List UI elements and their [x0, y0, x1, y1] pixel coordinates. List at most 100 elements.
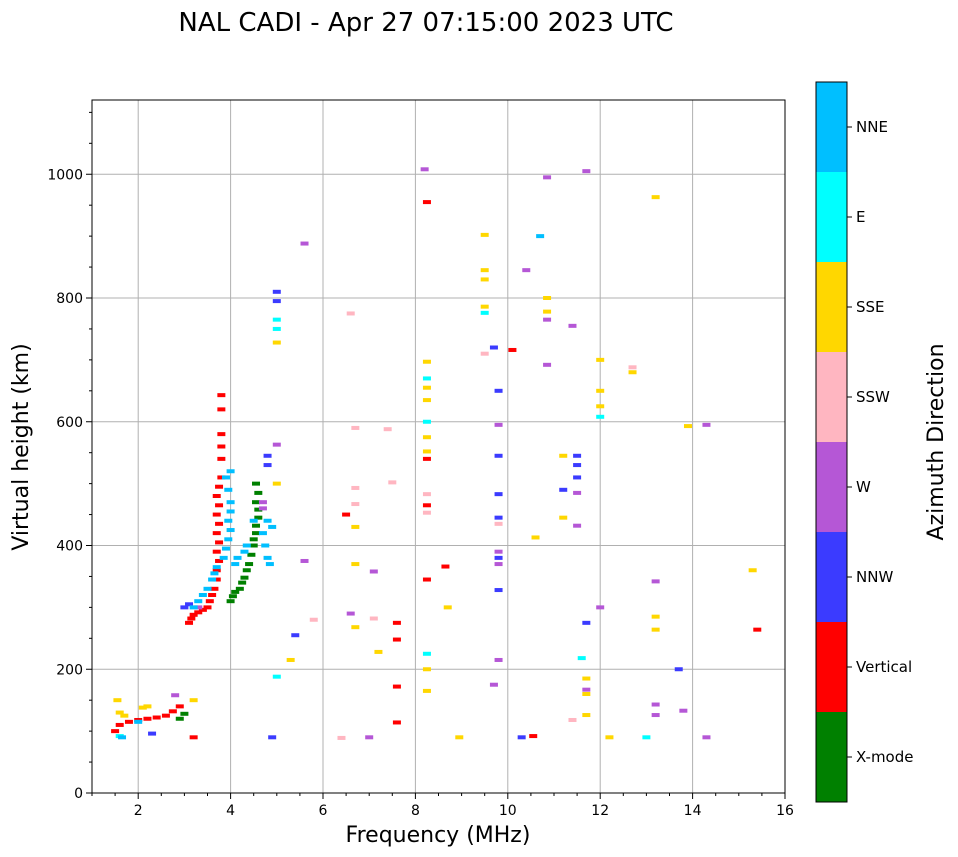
echo-point-e [422, 419, 431, 424]
echo-point-vertical [212, 577, 221, 582]
echo-point-nnw [180, 605, 189, 610]
echo-point-vertical [124, 719, 133, 724]
echo-point-vertical [215, 540, 224, 545]
echo-point-e [480, 310, 489, 315]
echo-point-nne [226, 500, 235, 505]
colorbar-segment [816, 622, 847, 712]
echo-point-sse [543, 296, 552, 300]
echo-point-ssw [494, 521, 503, 526]
echo-point-x-mode [242, 568, 251, 573]
echo-point-nne [265, 562, 274, 567]
echo-point-sse [531, 535, 540, 540]
echo-point-sse [113, 698, 122, 703]
echo-point-nnw [494, 555, 503, 560]
x-axis-label: Frequency (MHz) [346, 823, 531, 848]
echo-point-w [420, 167, 429, 172]
echo-point-e [272, 317, 281, 322]
echo-point-nnw [148, 731, 157, 736]
echo-point-sse [582, 713, 591, 718]
echo-point-nne [249, 518, 258, 523]
echo-point-sse [596, 404, 605, 409]
echo-point-sse [543, 309, 552, 314]
echo-point-w [651, 702, 660, 707]
echo-point-vertical [161, 713, 170, 718]
echo-point-x-mode [249, 543, 258, 548]
echo-point-nnw [494, 453, 503, 458]
echo-point-vertical [185, 620, 194, 625]
colorbar-segment [816, 262, 847, 352]
echo-point-w [543, 362, 552, 367]
echo-point-sse [422, 688, 431, 693]
echo-point-vertical [392, 720, 401, 725]
x-tick-label: 10 [499, 803, 517, 819]
echo-point-vertical [217, 475, 226, 480]
colorbar-label-nne: NNE [856, 118, 888, 136]
echo-point-x-mode [175, 716, 184, 721]
echo-point-nne [231, 562, 240, 567]
echo-point-vertical [217, 456, 226, 461]
echo-point-nnw [573, 463, 582, 468]
echo-point-sse [480, 277, 489, 282]
echo-point-nne [226, 528, 235, 533]
echo-point-nne [240, 549, 249, 554]
echo-point-vertical [212, 494, 221, 498]
echo-point-w [679, 708, 688, 713]
echo-point-w [489, 682, 498, 687]
echo-point-sse [455, 735, 464, 740]
echo-point-w [272, 442, 281, 447]
echo-point-sse [351, 524, 360, 529]
echo-point-vertical [152, 715, 161, 720]
echo-point-nne [263, 555, 272, 560]
echo-point-nne [226, 469, 235, 474]
echo-point-vertical [175, 704, 184, 709]
echo-point-vertical [210, 586, 219, 591]
echo-point-vertical [217, 432, 226, 437]
echo-point-ssw [568, 717, 577, 722]
colorbar-label-e: E [856, 208, 865, 226]
echo-point-sse [286, 657, 295, 662]
echo-point-w [702, 422, 711, 427]
echo-point-w [573, 523, 582, 528]
echo-point-e [596, 414, 605, 419]
colorbar-label-sse: SSE [856, 298, 885, 316]
echo-point-w [596, 605, 605, 610]
echo-point-nnw [272, 289, 281, 294]
echo-point-w [702, 735, 711, 740]
echo-point-sse [582, 676, 591, 681]
echo-point-vertical [392, 684, 401, 689]
echo-point-vertical [212, 568, 221, 573]
echo-point-sse [374, 649, 383, 654]
echo-point-nne [263, 518, 272, 523]
echo-point-sse [443, 605, 452, 610]
echo-point-w [171, 693, 180, 698]
echo-point-ssw [351, 425, 360, 430]
echo-point-x-mode [240, 575, 249, 580]
echo-point-e [272, 674, 281, 679]
echo-point-w [300, 558, 309, 563]
echo-point-x-mode [228, 594, 237, 599]
echo-point-ssw [480, 351, 489, 356]
echo-point-sse [422, 385, 431, 390]
x-tick-label: 2 [134, 803, 143, 819]
echo-point-vertical [217, 444, 226, 449]
echo-point-e [642, 735, 651, 740]
echo-point-vertical [422, 577, 431, 582]
echo-point-x-mode [180, 711, 189, 716]
y-tick-label: 0 [74, 786, 83, 802]
echo-point-nnw [559, 487, 568, 492]
echo-point-w [494, 657, 503, 662]
echo-point-nne [210, 571, 219, 576]
colorbar-segment [816, 712, 847, 802]
x-tick-label: 4 [226, 803, 235, 819]
echo-point-sse [605, 735, 614, 740]
echo-point-sse [582, 692, 591, 696]
echo-point-nnw [263, 453, 272, 458]
echo-point-x-mode [252, 481, 261, 486]
echo-point-nne [536, 234, 545, 239]
echo-point-nne [261, 543, 270, 548]
echo-point-sse [143, 704, 152, 709]
echo-point-sse [272, 340, 281, 345]
data-points [111, 167, 762, 740]
echo-point-nne [258, 531, 267, 536]
